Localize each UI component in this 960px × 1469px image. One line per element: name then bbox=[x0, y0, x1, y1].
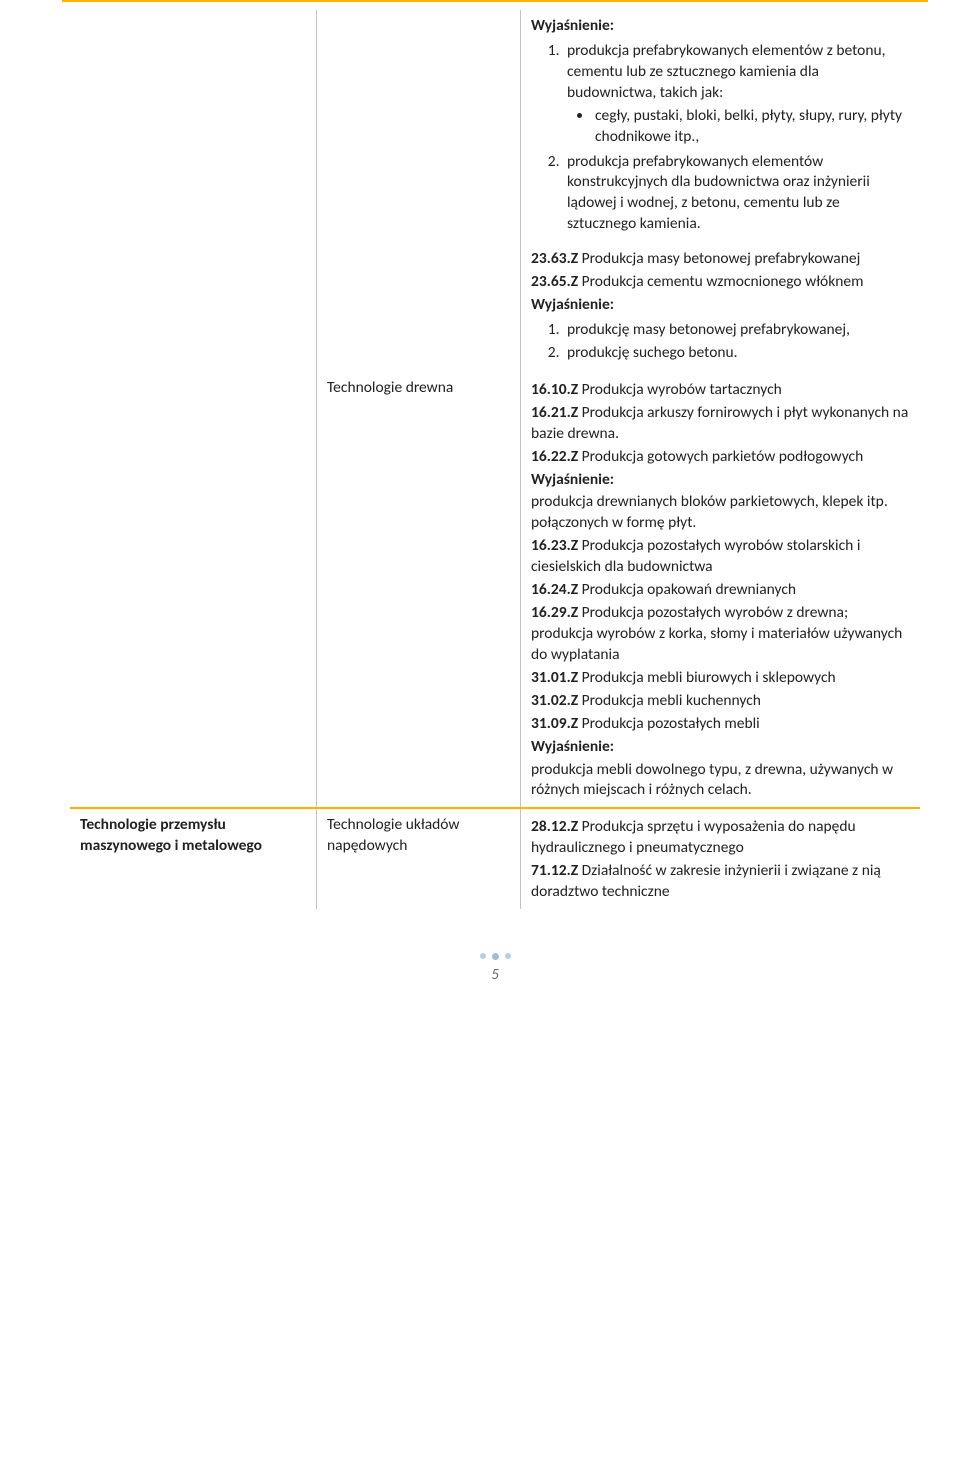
code-text: Produkcja pozostałych wyrobów stolarskic… bbox=[531, 536, 860, 576]
table-row: Technologie przemysłu maszynowego i meta… bbox=[70, 808, 920, 909]
code-label: 31.09.Z bbox=[531, 714, 578, 733]
code-entry: 31.09.Z Produkcja pozostałych mebli bbox=[531, 714, 910, 735]
code-text: Produkcja arkuszy fornirowych i płyt wyk… bbox=[531, 403, 908, 443]
cell-col3: 28.12.Z Produkcja sprzętu i wyposażenia … bbox=[521, 808, 921, 909]
explanation-heading: Wyjaśnienie: bbox=[531, 295, 910, 316]
code-entry: 16.24.Z Produkcja opakowań drewnianych bbox=[531, 580, 910, 601]
cell-col1: Technologie przemysłu maszynowego i meta… bbox=[70, 808, 317, 909]
list-item-text: produkcja prefabrykowanych elementów z b… bbox=[567, 41, 885, 102]
classification-table: Wyjaśnienie: produkcja prefabrykowanych … bbox=[70, 10, 920, 909]
code-entry: 31.01.Z Produkcja mebli biurowych i skle… bbox=[531, 668, 910, 689]
ordered-list: produkcja prefabrykowanych elementów z b… bbox=[531, 41, 910, 235]
code-entry: 31.02.Z Produkcja mebli kuchennych bbox=[531, 691, 910, 712]
code-text: Produkcja pozostałych mebli bbox=[578, 714, 760, 733]
code-label: 16.29.Z bbox=[531, 603, 578, 622]
cell-col2 bbox=[317, 10, 521, 374]
code-text: Produkcja mebli biurowych i sklepowych bbox=[578, 668, 836, 687]
cell-col1 bbox=[70, 374, 317, 809]
cell-col1 bbox=[70, 10, 317, 374]
list-item: produkcja prefabrykowanych elementów kon… bbox=[563, 152, 910, 236]
page-number: 5 bbox=[491, 966, 499, 984]
explanation-heading: Wyjaśnienie: bbox=[531, 737, 910, 758]
explanation-heading: Wyjaśnienie: bbox=[531, 16, 910, 37]
code-label: 16.21.Z bbox=[531, 403, 578, 422]
code-entry: 16.10.Z Produkcja wyrobów tartacznych bbox=[531, 380, 910, 401]
code-text: Produkcja masy betonowej prefabrykowanej bbox=[578, 249, 860, 268]
list-item: produkcję masy betonowej prefabrykowanej… bbox=[563, 320, 910, 341]
code-text: Działalność w zakresie inżynierii i zwią… bbox=[531, 861, 881, 901]
code-entry: 16.21.Z Produkcja arkuszy fornirowych i … bbox=[531, 403, 910, 445]
code-label: 31.02.Z bbox=[531, 691, 578, 710]
list-item: produkcja prefabrykowanych elementów z b… bbox=[563, 41, 910, 148]
code-text: Produkcja mebli kuchennych bbox=[578, 691, 761, 710]
code-text: Produkcja pozostałych wyrobów z drewna; … bbox=[531, 603, 902, 664]
cell-col3: 16.10.Z Produkcja wyrobów tartacznych 16… bbox=[521, 374, 921, 809]
code-label: 16.10.Z bbox=[531, 380, 578, 399]
code-label: 16.24.Z bbox=[531, 580, 578, 599]
code-entry: 23.65.Z Produkcja cementu wzmocnionego w… bbox=[531, 272, 910, 293]
code-text: Produkcja cementu wzmocnionego włóknem bbox=[578, 272, 863, 291]
code-label: 23.63.Z bbox=[531, 249, 578, 268]
code-text: Produkcja gotowych parkietów podłogowych bbox=[578, 447, 863, 466]
explanation-text: produkcja drewnianych bloków parkietowyc… bbox=[531, 492, 910, 534]
code-label: 16.23.Z bbox=[531, 536, 578, 555]
explanation-heading: Wyjaśnienie: bbox=[531, 470, 910, 491]
code-label: 28.12.Z bbox=[531, 817, 578, 836]
code-label: 31.01.Z bbox=[531, 668, 578, 687]
bullet-item: cegły, pustaki, bloki, belki, płyty, słu… bbox=[593, 106, 910, 148]
code-label: 16.22.Z bbox=[531, 447, 578, 466]
code-entry: 23.63.Z Produkcja masy betonowej prefabr… bbox=[531, 249, 910, 270]
table-row: Technologie drewna 16.10.Z Produkcja wyr… bbox=[70, 374, 920, 809]
code-entry: 71.12.Z Działalność w zakresie inżynieri… bbox=[531, 861, 910, 903]
list-item: produkcję suchego betonu. bbox=[563, 343, 910, 364]
code-text: Produkcja sprzętu i wyposażenia do napęd… bbox=[531, 817, 856, 857]
code-entry: 28.12.Z Produkcja sprzętu i wyposażenia … bbox=[531, 817, 910, 859]
footer-dots-icon bbox=[480, 953, 511, 960]
code-label: 23.65.Z bbox=[531, 272, 578, 291]
page-footer: 5 bbox=[70, 945, 920, 986]
bullet-list: cegły, pustaki, bloki, belki, płyty, słu… bbox=[567, 106, 910, 148]
explanation-text: produkcja mebli dowolnego typu, z drewna… bbox=[531, 760, 910, 802]
code-entry: 16.22.Z Produkcja gotowych parkietów pod… bbox=[531, 447, 910, 468]
table-row: Wyjaśnienie: produkcja prefabrykowanych … bbox=[70, 10, 920, 374]
cell-col2: Technologie układów napędowych bbox=[317, 808, 521, 909]
code-entry: 16.29.Z Produkcja pozostałych wyrobów z … bbox=[531, 603, 910, 666]
cell-col2: Technologie drewna bbox=[317, 374, 521, 809]
ordered-list: produkcję masy betonowej prefabrykowanej… bbox=[531, 320, 910, 364]
cell-col3: Wyjaśnienie: produkcja prefabrykowanych … bbox=[521, 10, 921, 374]
code-text: Produkcja wyrobów tartacznych bbox=[578, 380, 782, 399]
code-label: 71.12.Z bbox=[531, 861, 578, 880]
code-text: Produkcja opakowań drewnianych bbox=[578, 580, 796, 599]
code-entry: 16.23.Z Produkcja pozostałych wyrobów st… bbox=[531, 536, 910, 578]
